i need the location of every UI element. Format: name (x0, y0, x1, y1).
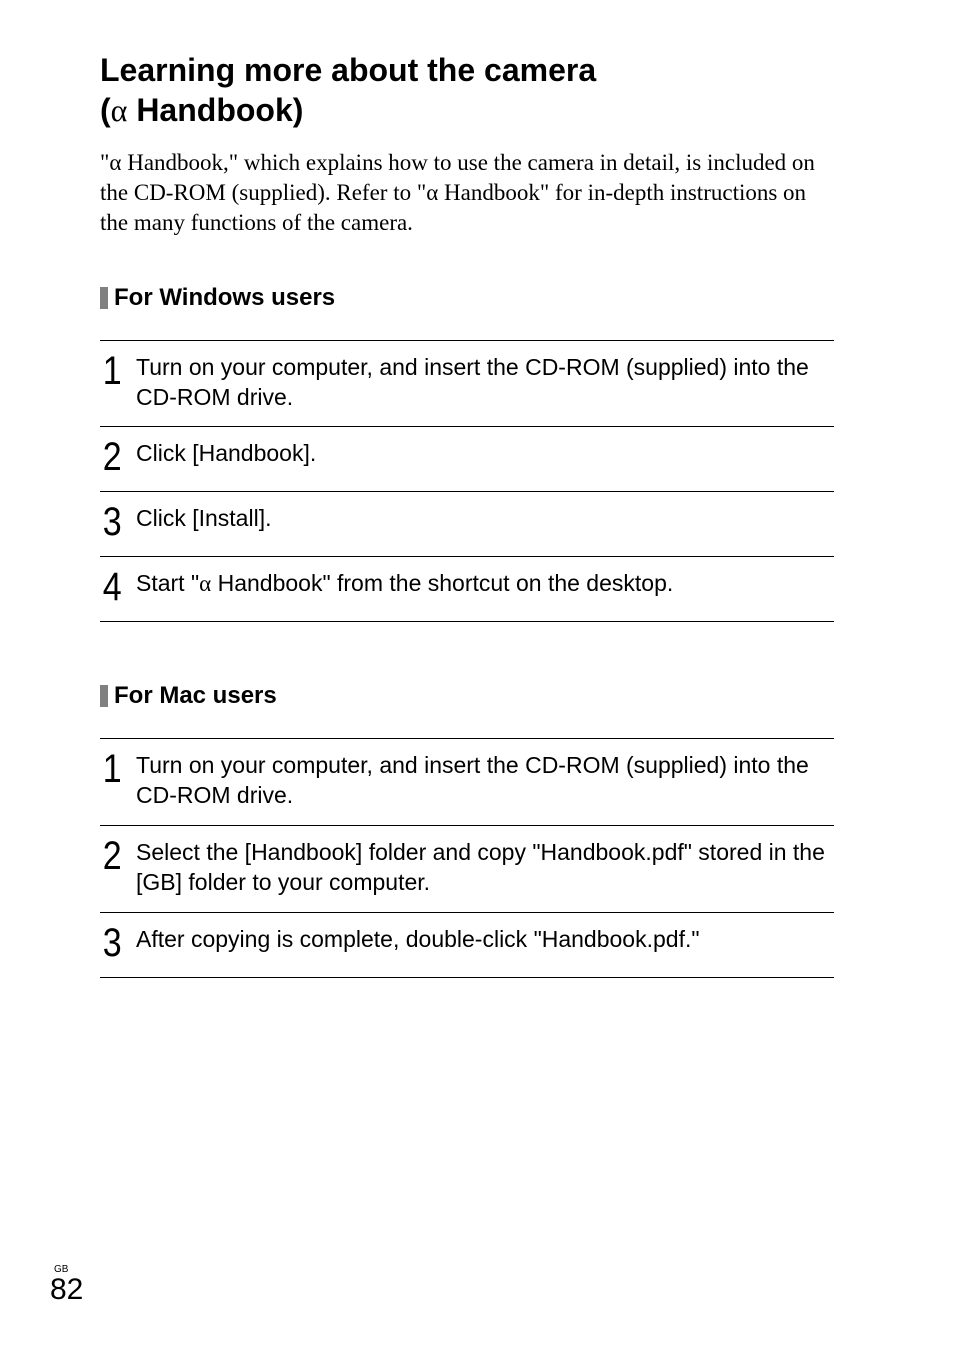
intro-paragraph: "α Handbook," which explains how to use … (100, 148, 834, 238)
windows-steps: 1 Turn on your computer, and insert the … (100, 340, 834, 623)
windows-heading-text: For Windows users (114, 284, 335, 312)
step-text: Start "α Handbook" from the shortcut on … (136, 567, 834, 599)
step-text: Turn on your computer, and insert the CD… (136, 749, 834, 811)
mac-heading-text: For Mac users (114, 682, 277, 710)
step-text: Turn on your computer, and insert the CD… (136, 351, 834, 413)
title-line2-pre: ( (100, 92, 111, 128)
step-alpha: α (199, 571, 211, 596)
bullet-icon (100, 685, 108, 707)
intro-alpha1: α (109, 150, 121, 175)
page-title: Learning more about the camera (α Handbo… (100, 50, 834, 130)
step-text: Click [Handbook]. (136, 437, 834, 469)
step-item: 4 Start "α Handbook" from the shortcut o… (100, 556, 834, 622)
step-item: 2 Click [Handbook]. (100, 426, 834, 491)
step-item: 2 Select the [Handbook] folder and copy … (100, 825, 834, 912)
step-text: Select the [Handbook] folder and copy "H… (136, 836, 834, 898)
step-number: 2 (103, 836, 134, 876)
page: Learning more about the camera (α Handbo… (0, 0, 954, 1345)
step-text: Click [Install]. (136, 502, 834, 534)
step-pre: Start " (136, 570, 199, 596)
step-number: 4 (103, 567, 134, 607)
step-number: 3 (103, 502, 134, 542)
step-text: After copying is complete, double-click … (136, 923, 834, 955)
title-line2-post: Handbook) (127, 92, 303, 128)
title-alpha: α (111, 92, 128, 128)
footer-page-number: 82 (50, 1275, 83, 1305)
windows-section-heading: For Windows users (100, 284, 834, 312)
step-item: 3 Click [Install]. (100, 491, 834, 556)
intro-alpha2: α (426, 180, 438, 205)
intro-pre1: " (100, 150, 109, 175)
step-number: 2 (103, 437, 134, 477)
step-item: 3 After copying is complete, double-clic… (100, 912, 834, 978)
step-item: 1 Turn on your computer, and insert the … (100, 340, 834, 427)
mac-steps: 1 Turn on your computer, and insert the … (100, 738, 834, 978)
step-number: 1 (103, 351, 134, 391)
step-item: 1 Turn on your computer, and insert the … (100, 738, 834, 825)
bullet-icon (100, 287, 108, 309)
step-post: Handbook" from the shortcut on the deskt… (211, 570, 673, 596)
step-number: 3 (103, 923, 134, 963)
mac-section-heading: For Mac users (100, 682, 834, 710)
step-number: 1 (103, 749, 134, 789)
page-footer: GB 82 (50, 1264, 83, 1305)
title-line1: Learning more about the camera (100, 52, 596, 88)
